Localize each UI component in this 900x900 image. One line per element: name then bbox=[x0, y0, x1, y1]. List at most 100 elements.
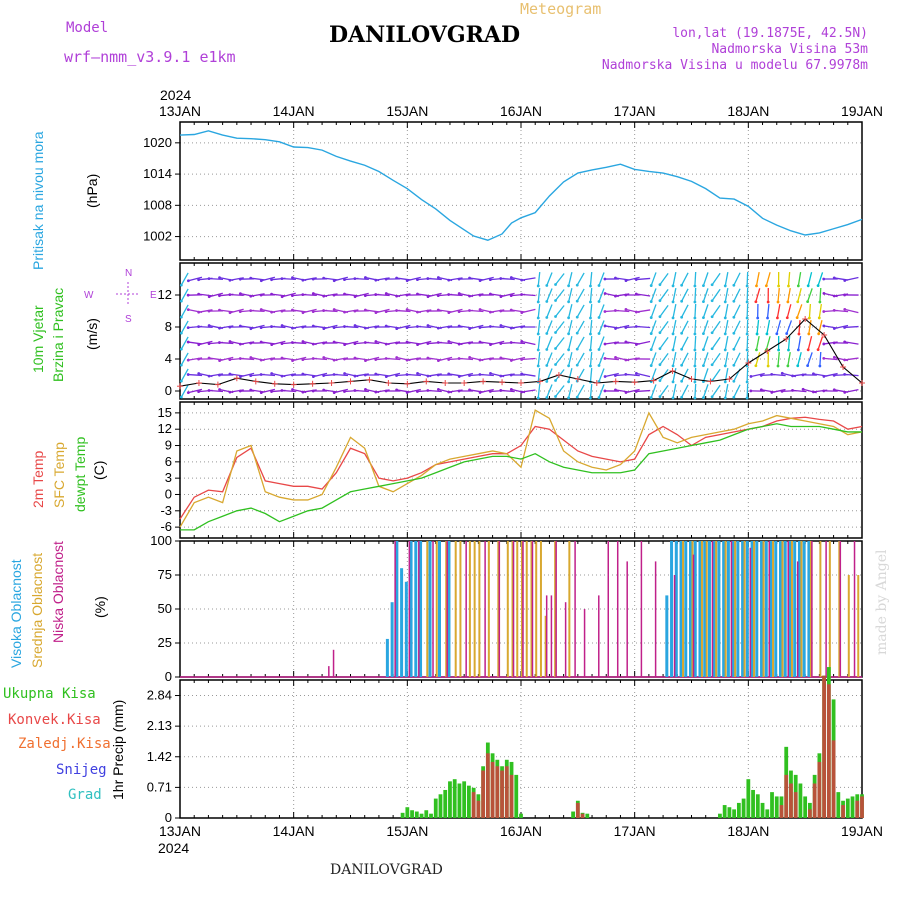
cloud-mid-bar bbox=[459, 541, 462, 677]
wind-arrow-head bbox=[197, 390, 200, 393]
y-tick-label: 1002 bbox=[143, 229, 172, 244]
wind-arrow-head bbox=[311, 310, 315, 314]
wind-arrow-head bbox=[766, 364, 770, 368]
wind-arrow bbox=[188, 388, 203, 394]
precip-total-bar bbox=[770, 792, 774, 818]
y-tick-label: 9 bbox=[165, 438, 172, 453]
precip-conv-bar bbox=[504, 766, 509, 818]
wind-arrow-head bbox=[384, 310, 388, 314]
precip-total-bar bbox=[438, 794, 443, 818]
wind-arrow-head bbox=[395, 356, 399, 359]
wind-arrow-head bbox=[603, 389, 607, 393]
wind-arrow-head bbox=[218, 388, 221, 391]
wind-arrow-head bbox=[755, 284, 758, 288]
wind-arrow bbox=[521, 308, 536, 314]
wind-arrow-head bbox=[436, 308, 440, 312]
wind-arrow bbox=[598, 272, 605, 286]
wind-arrow bbox=[636, 372, 651, 378]
wind-arrow bbox=[546, 272, 553, 286]
cloud-low-bar bbox=[787, 541, 789, 677]
wind-arrow bbox=[180, 336, 189, 350]
y-tick-label: 0 bbox=[165, 486, 172, 501]
wind-arrow-head bbox=[693, 332, 697, 336]
wind-arrow bbox=[672, 304, 677, 318]
wind-arrow bbox=[438, 309, 453, 313]
wind-arrow bbox=[567, 272, 573, 286]
panel-frame bbox=[179, 121, 863, 261]
wind-arrow bbox=[576, 288, 585, 302]
wind-arrow-head bbox=[816, 348, 820, 352]
wind-arrow-head bbox=[311, 292, 315, 295]
wind-arrow bbox=[261, 357, 276, 361]
wind-arrow bbox=[819, 351, 822, 367]
cloud-mid-bar bbox=[847, 575, 850, 677]
wind-arrow-head bbox=[207, 356, 211, 360]
wind-arrow-head bbox=[249, 341, 253, 345]
wind-arrow-head bbox=[603, 310, 607, 313]
wind-arrow-head bbox=[426, 324, 430, 327]
wind-arrow-head bbox=[671, 332, 675, 336]
wind-arrow-head bbox=[509, 373, 513, 377]
wind-arrow-head bbox=[732, 331, 736, 335]
cloud-low-bar bbox=[531, 541, 534, 677]
cloud-mid-bar bbox=[535, 541, 538, 677]
wind-arrow-head bbox=[785, 332, 789, 335]
cloud-low-bar bbox=[545, 595, 548, 677]
wind-arrow-head bbox=[478, 279, 482, 283]
wind-arrow bbox=[702, 288, 709, 302]
cloud-high-bar bbox=[395, 541, 399, 677]
wind-arrow-head bbox=[478, 391, 482, 394]
wind-arrow-head bbox=[405, 358, 409, 362]
wind-arrow bbox=[702, 384, 709, 398]
wind-arrow bbox=[604, 357, 619, 361]
wind-arrow bbox=[711, 336, 721, 350]
wind-arrow bbox=[636, 293, 651, 297]
wind-arrow bbox=[188, 276, 203, 282]
wind-arrow bbox=[746, 335, 749, 351]
wind-arrow-head bbox=[770, 391, 774, 394]
cloud-high-bar bbox=[409, 541, 413, 677]
wind-arrow bbox=[598, 304, 605, 318]
wind-arrow-head bbox=[806, 284, 810, 288]
wind-arrow-head bbox=[332, 293, 336, 297]
wind-arrow bbox=[448, 277, 463, 281]
wind-arrow-head bbox=[536, 348, 540, 352]
wind-arrow bbox=[281, 292, 296, 298]
wind-arrow-head bbox=[710, 299, 714, 303]
wind-arrow bbox=[469, 277, 484, 281]
wind-arrow-head bbox=[597, 396, 601, 399]
cloud-high-bar bbox=[670, 541, 674, 677]
wind-arrow bbox=[818, 303, 823, 319]
wind-arrow-head bbox=[702, 284, 705, 288]
y-tick-label: 0.71 bbox=[147, 779, 172, 794]
wind-arrow-head bbox=[765, 332, 769, 336]
cloud-mid-bar bbox=[511, 541, 514, 677]
wind-arrow bbox=[746, 367, 749, 383]
wind-arrow-head bbox=[817, 332, 821, 336]
wind-arrow bbox=[765, 336, 771, 350]
wind-arrow bbox=[546, 368, 553, 382]
wind-arrow bbox=[344, 325, 359, 329]
wind-arrow bbox=[219, 325, 234, 329]
wind-arrow-head bbox=[259, 391, 263, 394]
wind-arrow bbox=[681, 352, 689, 366]
wind-arrow-head bbox=[756, 316, 760, 320]
wind-arrow-head bbox=[658, 283, 662, 287]
wind-arrow-head bbox=[806, 364, 810, 368]
wind-arrow bbox=[681, 384, 689, 398]
wind-arrow bbox=[198, 309, 213, 313]
precip-conv-bar bbox=[855, 800, 860, 818]
wind-arrow-head bbox=[488, 325, 492, 328]
wind-arrow-head bbox=[766, 316, 769, 320]
compass-e: E bbox=[150, 290, 157, 301]
wind-arrow bbox=[500, 292, 515, 298]
wind-arrow-head bbox=[179, 331, 183, 335]
wind-arrow bbox=[537, 383, 541, 399]
wind-arrow bbox=[427, 292, 442, 298]
cloud-low-bar bbox=[839, 541, 842, 677]
y-tick-label: 1020 bbox=[143, 135, 172, 150]
wind-arrow-head bbox=[509, 308, 513, 312]
y-tick-label: 25 bbox=[158, 635, 172, 650]
cloud-low-bar bbox=[811, 541, 813, 677]
cloud-low-bar bbox=[574, 541, 576, 677]
